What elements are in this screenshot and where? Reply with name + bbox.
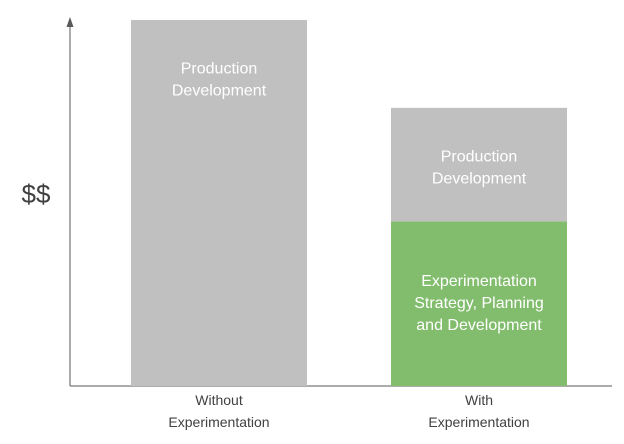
segment-label-with-experimentation-experimentation-line-3: and Development: [416, 317, 542, 334]
category-label-without-experimentation-line-2: Experimentation: [168, 414, 269, 430]
bar-with-experimentation-production: [391, 107, 567, 222]
category-label-with-experimentation-line-2: Experimentation: [428, 414, 529, 430]
segment-label-without-experimentation-production-line-1: Production: [181, 61, 258, 78]
segment-label-with-experimentation-production: Production Development: [432, 148, 527, 187]
segment-label-with-experimentation-experimentation-line-1: Experimentation: [421, 273, 537, 290]
bars: [131, 20, 567, 386]
category-label-with-experimentation: With Experimentation: [428, 392, 529, 430]
segment-labels: Production Development Experimentation Stra…: [172, 61, 544, 335]
category-labels: Without Experimentation With Experimentatio…: [168, 392, 529, 430]
segment-label-with-experimentation-production-line-1: Production: [441, 148, 518, 165]
category-label-with-experimentation-line-1: With: [465, 392, 493, 408]
segment-label-without-experimentation-production-line-2: Development: [172, 83, 267, 100]
segment-label-with-experimentation-experimentation-line-2: Strategy, Planning: [414, 295, 544, 312]
bar-without-experimentation-production: [131, 20, 307, 386]
category-label-without-experimentation-line-1: Without: [195, 392, 243, 408]
segment-label-with-experimentation-experimentation: Experimentation Strategy, Planning and Dev…: [414, 273, 544, 334]
category-label-without-experimentation: Without Experimentation: [168, 392, 269, 430]
y-axis-label: $$: [22, 179, 51, 209]
segment-label-with-experimentation-production-line-2: Development: [432, 170, 527, 187]
y-axis-arrowhead: [66, 17, 74, 27]
bar-with-experimentation-experimentation: [391, 221, 567, 386]
segment-label-without-experimentation-production: Production Development: [172, 61, 267, 100]
